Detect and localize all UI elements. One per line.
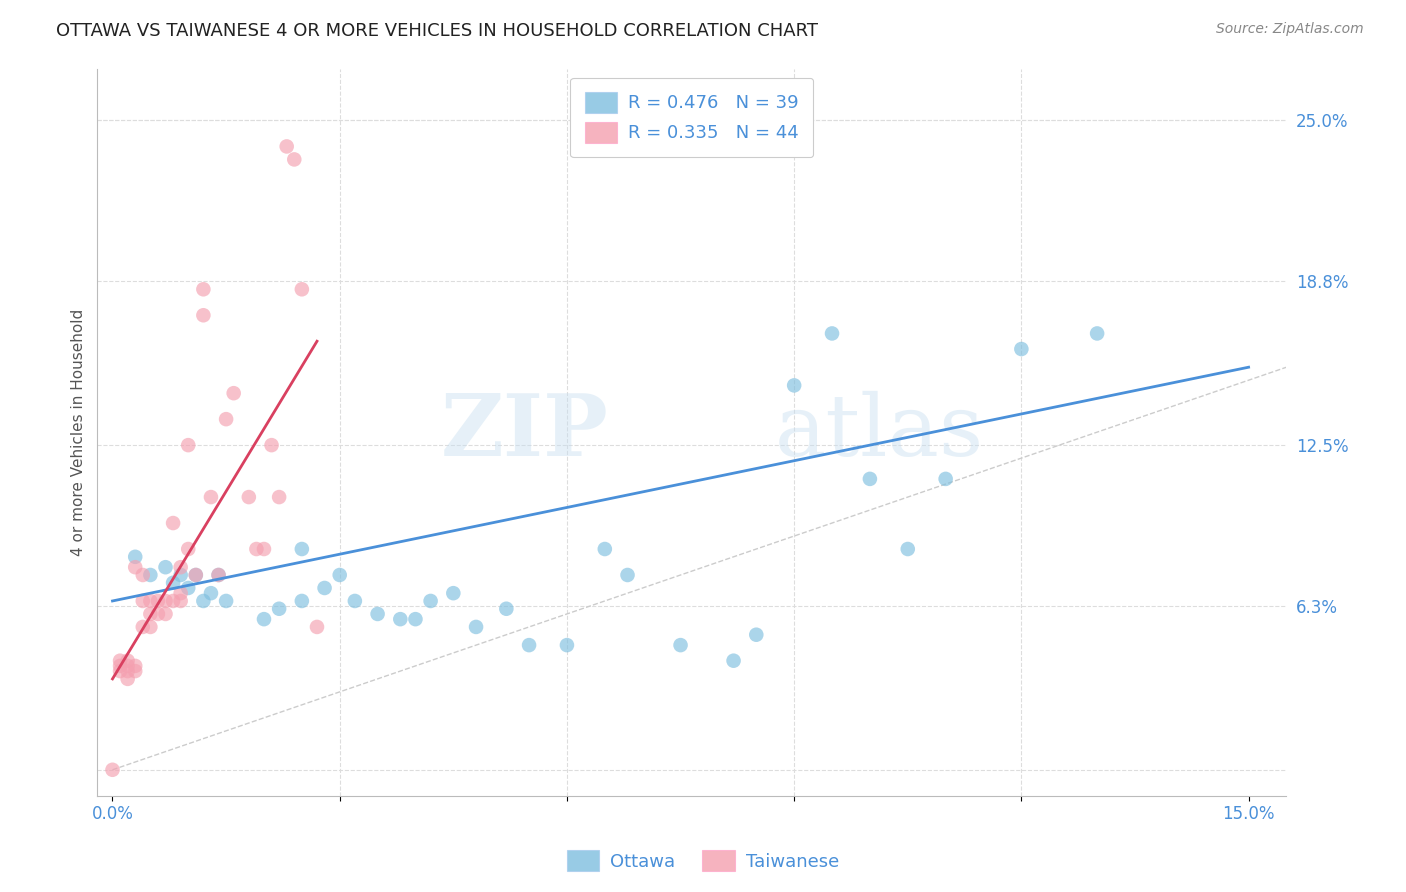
- Point: [139, 620, 162, 634]
- Point: [139, 568, 162, 582]
- Point: [859, 472, 882, 486]
- Point: [215, 412, 238, 426]
- Point: [517, 638, 540, 652]
- Point: [169, 586, 191, 600]
- Point: [124, 549, 146, 564]
- Point: [132, 620, 155, 634]
- Point: [117, 654, 139, 668]
- Point: [723, 654, 745, 668]
- Text: Source: ZipAtlas.com: Source: ZipAtlas.com: [1216, 22, 1364, 37]
- Point: [222, 386, 245, 401]
- Point: [441, 586, 464, 600]
- Point: [162, 575, 184, 590]
- Point: [419, 594, 441, 608]
- Point: [101, 763, 124, 777]
- Point: [305, 620, 328, 634]
- Point: [593, 541, 616, 556]
- Point: [184, 568, 207, 582]
- Point: [215, 594, 238, 608]
- Text: ZIP: ZIP: [441, 390, 609, 475]
- Point: [177, 581, 200, 595]
- Point: [404, 612, 426, 626]
- Legend: R = 0.476   N = 39, R = 0.335   N = 44: R = 0.476 N = 39, R = 0.335 N = 44: [571, 78, 814, 157]
- Point: [260, 438, 283, 452]
- Point: [283, 153, 305, 167]
- Point: [669, 638, 692, 652]
- Point: [783, 378, 806, 392]
- Point: [117, 672, 139, 686]
- Point: [146, 594, 169, 608]
- Point: [193, 308, 215, 322]
- Point: [108, 659, 131, 673]
- Point: [245, 541, 267, 556]
- Point: [200, 490, 222, 504]
- Point: [291, 594, 314, 608]
- Point: [616, 568, 638, 582]
- Point: [132, 594, 155, 608]
- Point: [495, 601, 517, 615]
- Point: [1085, 326, 1108, 341]
- Point: [193, 282, 215, 296]
- Point: [139, 594, 162, 608]
- Point: [169, 594, 191, 608]
- Point: [155, 607, 177, 621]
- Point: [343, 594, 366, 608]
- Point: [745, 628, 768, 642]
- Point: [207, 568, 229, 582]
- Point: [269, 490, 291, 504]
- Point: [238, 490, 260, 504]
- Text: atlas: atlas: [775, 391, 984, 474]
- Point: [193, 594, 215, 608]
- Point: [897, 541, 920, 556]
- Point: [555, 638, 578, 652]
- Point: [291, 541, 314, 556]
- Legend: Ottawa, Taiwanese: Ottawa, Taiwanese: [560, 843, 846, 879]
- Point: [276, 139, 298, 153]
- Point: [139, 607, 162, 621]
- Point: [253, 612, 276, 626]
- Point: [177, 438, 200, 452]
- Point: [329, 568, 352, 582]
- Point: [108, 664, 131, 678]
- Point: [155, 594, 177, 608]
- Point: [132, 568, 155, 582]
- Point: [314, 581, 336, 595]
- Point: [108, 654, 131, 668]
- Point: [465, 620, 488, 634]
- Point: [367, 607, 389, 621]
- Point: [169, 568, 191, 582]
- Point: [162, 594, 184, 608]
- Y-axis label: 4 or more Vehicles in Household: 4 or more Vehicles in Household: [72, 309, 86, 556]
- Point: [162, 516, 184, 530]
- Point: [269, 601, 291, 615]
- Point: [184, 568, 207, 582]
- Point: [821, 326, 844, 341]
- Point: [207, 568, 229, 582]
- Point: [124, 664, 146, 678]
- Point: [117, 659, 139, 673]
- Point: [124, 659, 146, 673]
- Point: [291, 282, 314, 296]
- Point: [389, 612, 412, 626]
- Point: [177, 541, 200, 556]
- Point: [200, 586, 222, 600]
- Point: [155, 560, 177, 574]
- Point: [1010, 342, 1032, 356]
- Point: [124, 560, 146, 574]
- Point: [117, 664, 139, 678]
- Point: [935, 472, 957, 486]
- Point: [169, 560, 191, 574]
- Point: [253, 541, 276, 556]
- Text: OTTAWA VS TAIWANESE 4 OR MORE VEHICLES IN HOUSEHOLD CORRELATION CHART: OTTAWA VS TAIWANESE 4 OR MORE VEHICLES I…: [56, 22, 818, 40]
- Point: [146, 607, 169, 621]
